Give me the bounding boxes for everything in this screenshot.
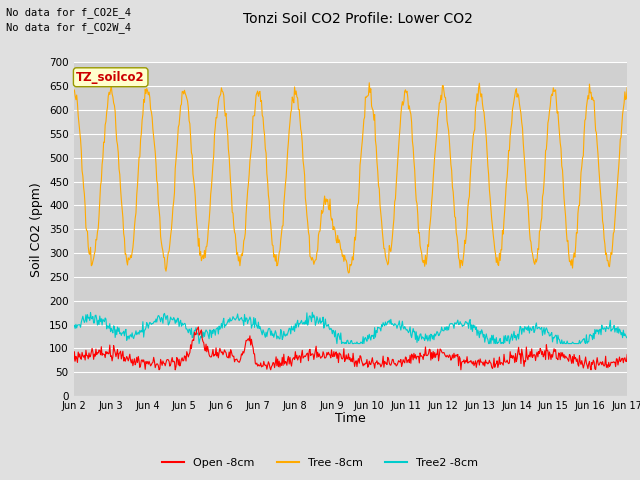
Y-axis label: Soil CO2 (ppm): Soil CO2 (ppm) [31,182,44,276]
Text: TZ_soilco2: TZ_soilco2 [76,71,145,84]
Text: No data for f_CO2W_4: No data for f_CO2W_4 [6,22,131,33]
Legend: Open -8cm, Tree -8cm, Tree2 -8cm: Open -8cm, Tree -8cm, Tree2 -8cm [157,453,483,472]
Text: No data for f_CO2E_4: No data for f_CO2E_4 [6,7,131,18]
X-axis label: Time: Time [335,412,366,425]
Text: Tonzi Soil CO2 Profile: Lower CO2: Tonzi Soil CO2 Profile: Lower CO2 [243,12,474,26]
